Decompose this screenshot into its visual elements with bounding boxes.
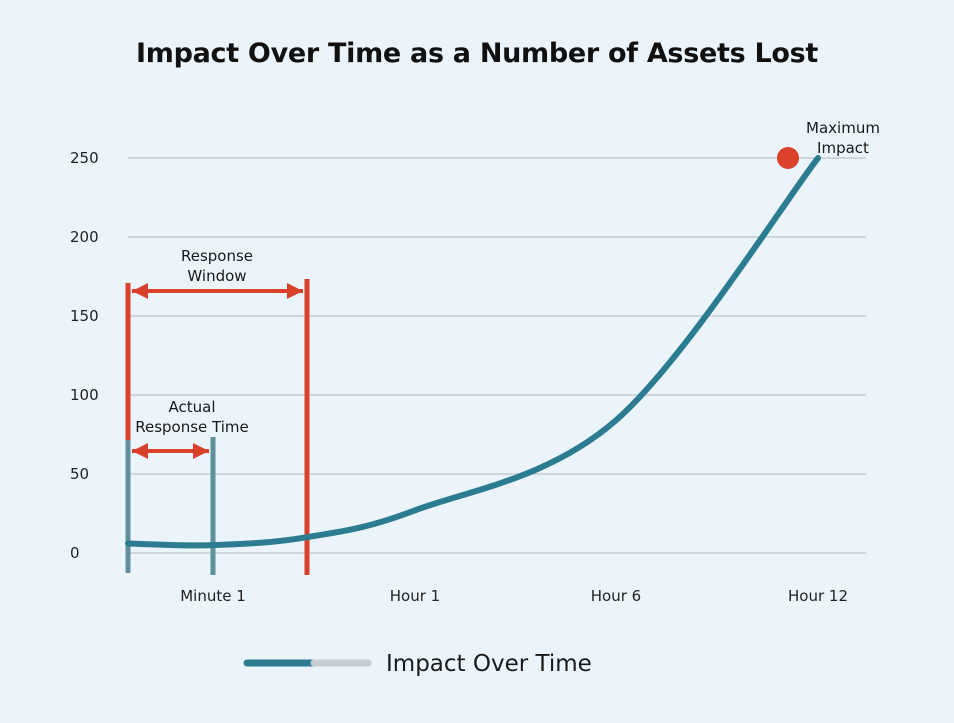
y-tick-label: 50 [70, 465, 89, 483]
y-tick-label: 150 [70, 307, 99, 325]
legend: Impact Over Time [243, 651, 592, 677]
x-tick-label: Hour 1 [390, 587, 440, 605]
y-axis-ticks: 0 50 100 150 200 250 [70, 149, 99, 562]
grid-lines [128, 157, 866, 554]
x-tick-label: Minute 1 [180, 587, 246, 605]
x-tick-label: Hour 12 [788, 587, 848, 605]
y-tick-label: 100 [70, 386, 99, 404]
max-impact-label: Maximum Impact [806, 119, 880, 157]
response-window-label: Response Window [181, 247, 253, 285]
max-impact-point [777, 147, 799, 169]
x-tick-label: Hour 6 [591, 587, 641, 605]
actual-response-label: Actual Response Time [135, 398, 249, 436]
markers [125, 279, 310, 575]
y-tick-label: 200 [70, 228, 99, 246]
y-tick-label: 250 [70, 149, 99, 167]
series [125, 147, 821, 549]
legend-label: Impact Over Time [386, 651, 592, 677]
series-line [125, 155, 821, 549]
chart-title: Impact Over Time as a Number of Assets L… [135, 38, 818, 69]
x-axis-ticks: Minute 1 Hour 1 Hour 6 Hour 12 [180, 587, 848, 605]
y-tick-label: 0 [70, 544, 80, 562]
annotations: Response Window Actual Response Time Maximum… [132, 119, 880, 459]
